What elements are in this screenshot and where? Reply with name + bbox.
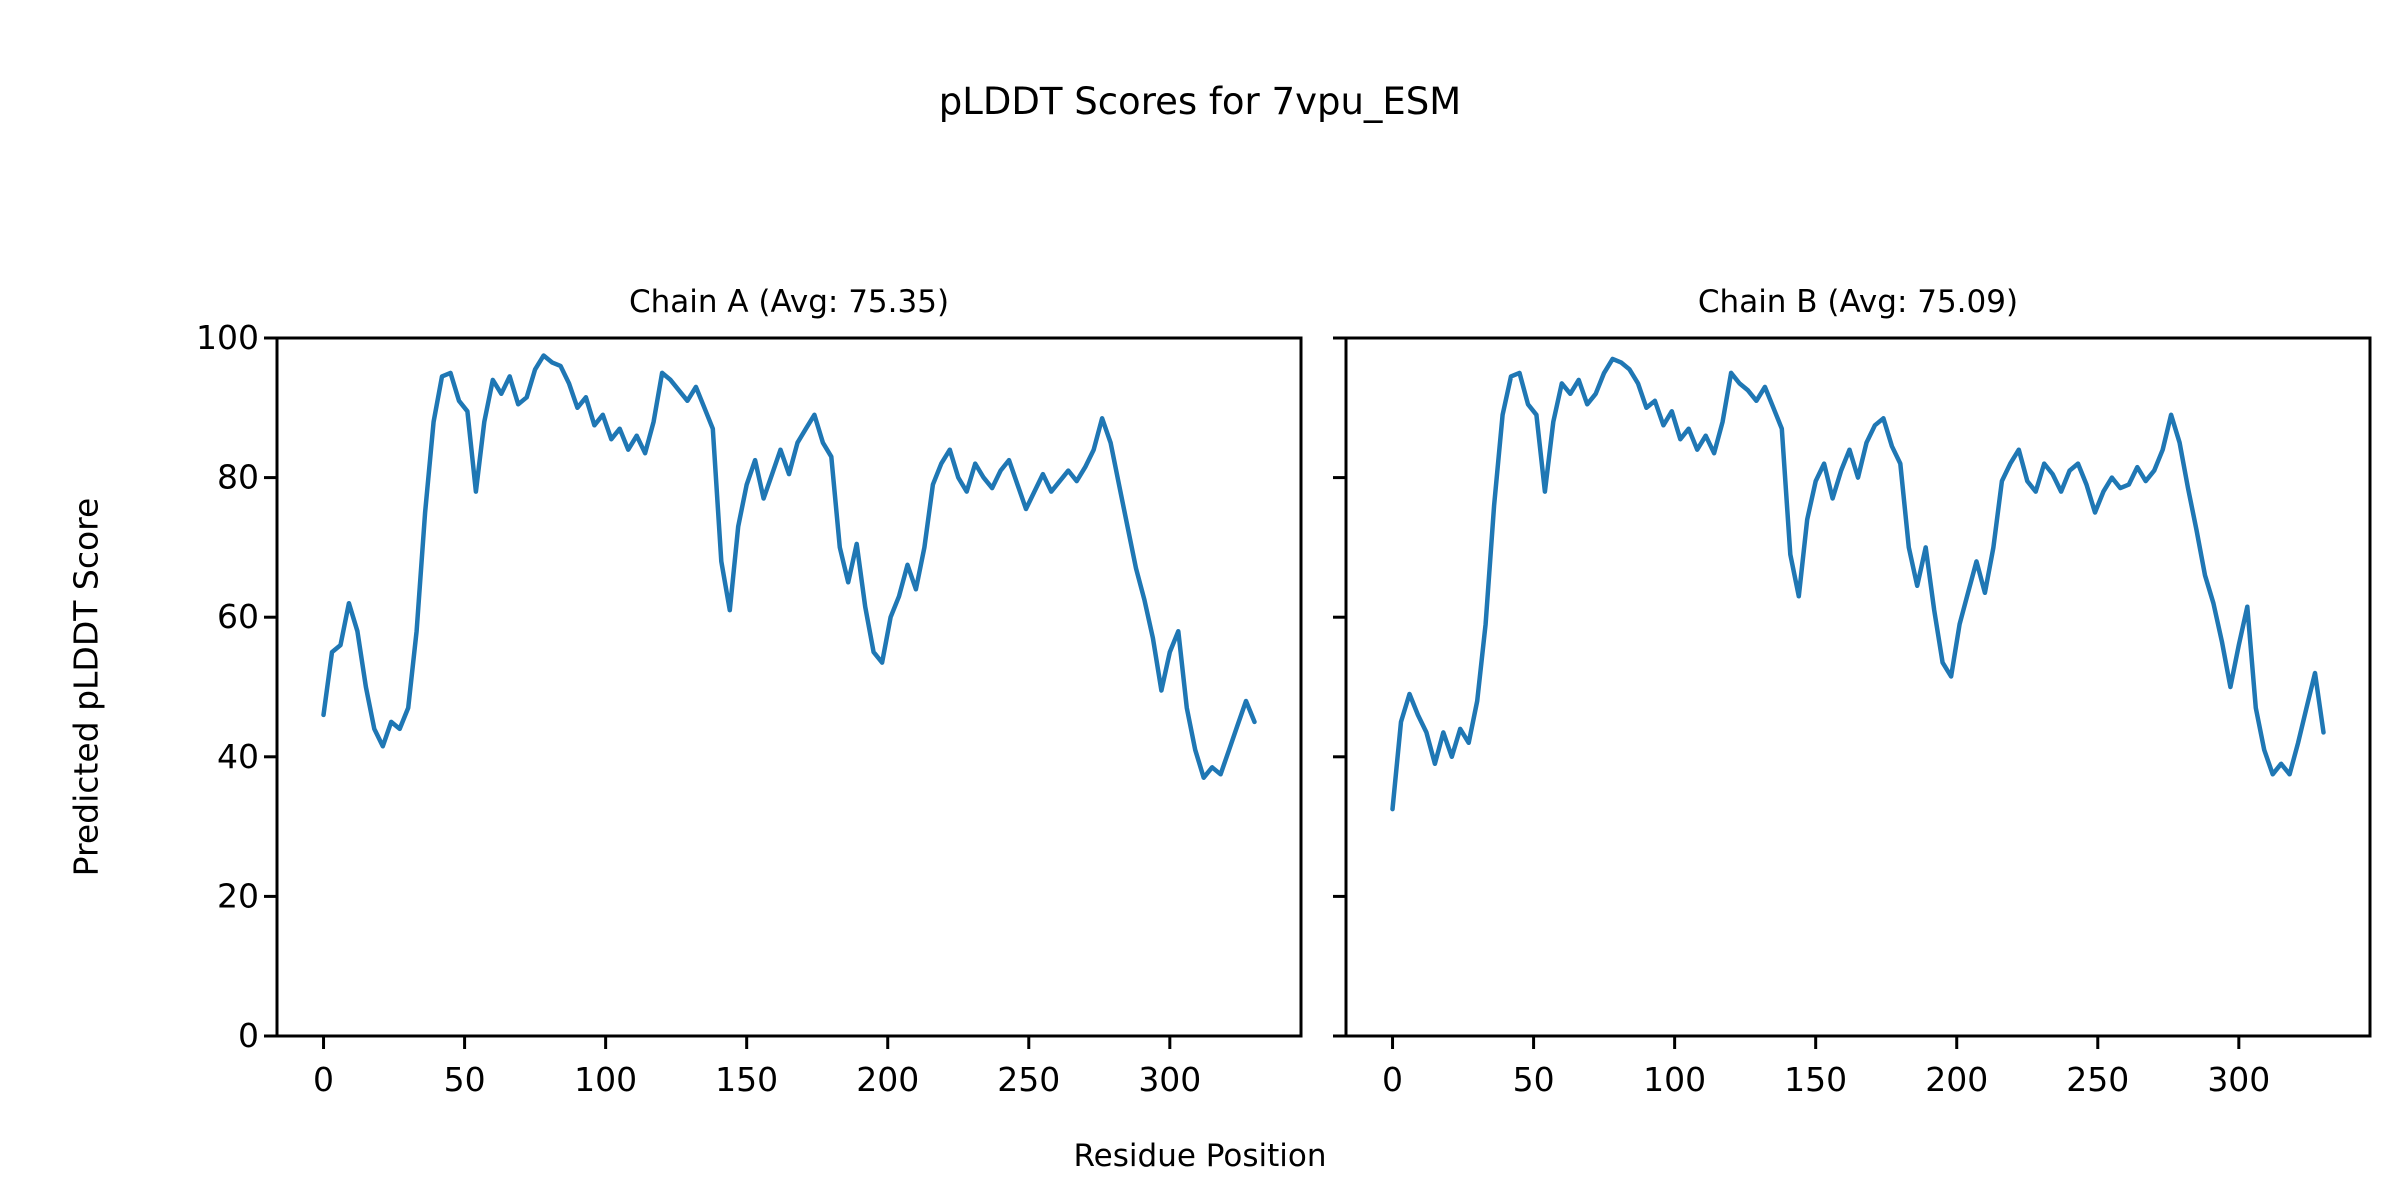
chain-a-x-tick-label: 50	[444, 1060, 486, 1099]
chain-a-x-tick-label: 0	[313, 1060, 334, 1099]
chain-b-x-tick-label: 200	[1925, 1060, 1988, 1099]
chain-a-x-tick-label: 150	[715, 1060, 778, 1099]
chain-a-plddt-line	[321, 353, 1257, 780]
chain-b-x-tick-label: 250	[2066, 1060, 2129, 1099]
chain-b-plddt-line	[1390, 356, 2326, 812]
chain-b-x-tick-label: 50	[1513, 1060, 1555, 1099]
chain-b-x-tick-label: 150	[1784, 1060, 1847, 1099]
y-axis-label: Predicted pLDDT Score	[66, 497, 106, 877]
chain-b-x-tick-label: 100	[1643, 1060, 1706, 1099]
chain-a-x-tick-label: 100	[574, 1060, 637, 1099]
chain-a-x-tick-label: 200	[856, 1060, 919, 1099]
chain-b-title: Chain B (Avg: 75.09)	[1697, 284, 2019, 320]
x-axis-label: Residue Position	[1073, 1138, 1327, 1174]
chain-b-x-tick-label: 300	[2207, 1060, 2270, 1099]
chain-a-y-tick-label: 20	[217, 876, 259, 915]
chain-a-x-tick-label: 300	[1138, 1060, 1201, 1099]
chain-b-x-tick-label: 0	[1382, 1060, 1403, 1099]
chain-a-y-tick-label: 40	[217, 737, 259, 776]
chain-a-y-tick-label: 80	[217, 458, 259, 497]
chain-a-y-tick-label: 60	[217, 597, 259, 636]
figure-title: pLDDT Scores for 7vpu_ESM	[938, 80, 1462, 123]
chain-b-axes-spines	[1344, 336, 2372, 1038]
chain-a-x-tick-label: 250	[997, 1060, 1060, 1099]
chain-a-title: Chain A (Avg: 75.35)	[628, 284, 950, 320]
chain-a-y-tick-label: 0	[238, 1016, 259, 1055]
chain-a-axes-spines	[275, 336, 1303, 1038]
chain-a-y-tick-label: 100	[196, 318, 259, 357]
